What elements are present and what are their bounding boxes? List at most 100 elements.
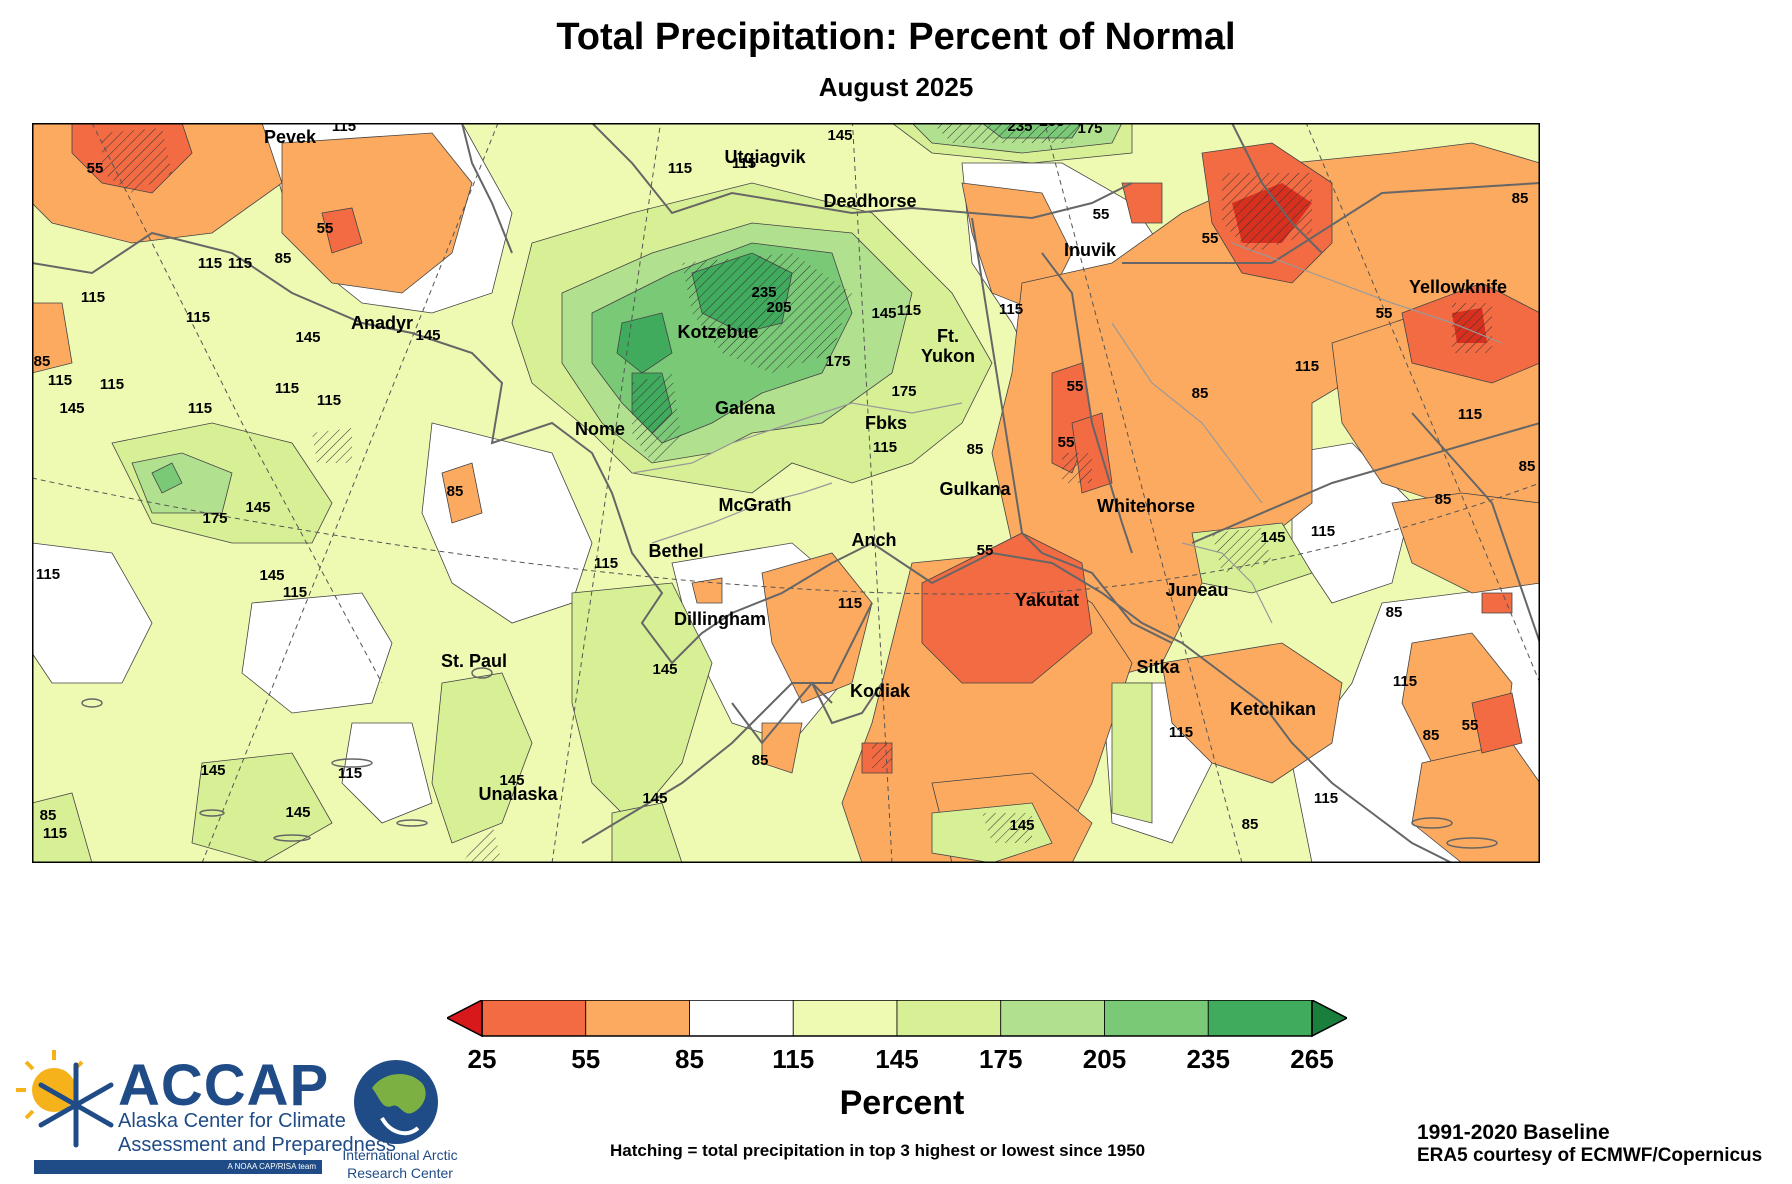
city-label: Juneau [1165, 580, 1228, 600]
contour-label: 115 [332, 123, 356, 135]
hatching-footnote: Hatching = total precipitation in top 3 … [610, 1141, 1146, 1160]
city-label: Yellowknife [1409, 277, 1507, 297]
city-label: Gulkana [939, 479, 1011, 499]
city-label: Galena [715, 398, 776, 418]
city-label: Inuvik [1064, 240, 1117, 260]
contour-label: 85 [1512, 190, 1529, 207]
contour-label: 85 [447, 483, 464, 500]
colorbar-bin [689, 1000, 794, 1037]
colorbar-under-arrow [447, 1000, 483, 1038]
city-label: St. Paul [441, 651, 507, 671]
contour-label: 145 [827, 127, 852, 144]
contour-label: 235 [751, 284, 776, 301]
colorbar-bins [481, 1000, 1313, 1037]
accap-logo-icon [16, 1050, 114, 1148]
colorbar-over-arrow [1311, 1000, 1347, 1038]
contour-label: 115 [873, 439, 897, 456]
contour-label: 55 [1058, 434, 1075, 451]
contour-label: 145 [285, 804, 310, 821]
colorbar-bin [1000, 1000, 1105, 1037]
colorbar-tick-label: 85 [675, 1044, 704, 1074]
contour-label: 85 [275, 250, 292, 267]
contour-label: 55 [977, 542, 994, 559]
city-label: McGrath [718, 495, 791, 515]
contour-label: 115 [594, 555, 618, 572]
coastlines [32, 123, 1453, 863]
contour-label: 205 [766, 299, 791, 316]
source-note: ERA5 courtesy of ECMWF/Copernicus [1417, 1145, 1763, 1166]
contour-label: 85 [1423, 727, 1440, 744]
contour-label: 115 [48, 372, 72, 389]
colorbar-bin [792, 1000, 898, 1037]
contour-label: 115 [1314, 790, 1338, 807]
record-hatching [102, 123, 1492, 863]
contour-label: 55 [1202, 230, 1219, 247]
contour-label: 85 [1386, 604, 1403, 621]
city-label: Fbks [865, 413, 907, 433]
accap-name: ACCAP [118, 1053, 330, 1118]
colorbar-tick-label: 235 [1187, 1044, 1230, 1074]
iarc-globe-icon [354, 1060, 438, 1144]
contour-label: 175 [891, 383, 916, 400]
contour-label: 85 [34, 353, 51, 370]
contour-labels: 1155514511511523520517555851151155555851… [34, 123, 1536, 842]
contour-label: 55 [1093, 206, 1110, 223]
colorbar-tick-label: 115 [772, 1044, 814, 1074]
map-subtitle: August 2025 [818, 72, 974, 102]
city-label: Ft. [937, 326, 959, 346]
colorbar-bin [1207, 1000, 1313, 1037]
colorbar-tick-label: 205 [1083, 1044, 1126, 1074]
contour-label: 115 [283, 584, 307, 601]
contour-label: 175 [1077, 123, 1102, 137]
contour-label: 145 [1260, 529, 1285, 546]
contour-label: 115 [81, 289, 105, 306]
graticule [32, 123, 1540, 863]
contour-label: 115 [838, 595, 862, 612]
contour-label: 145 [642, 790, 667, 807]
colorbar-tick-label: 175 [979, 1044, 1022, 1074]
contour-label: 55 [1067, 378, 1084, 395]
contour-label: 115 [228, 255, 252, 272]
contour-label: 85 [752, 752, 769, 769]
contour-label: 145 [295, 329, 320, 346]
contour-label: 115 [668, 160, 692, 177]
colorbar-ticks: 25 55 85 115 145 175 205 235 265 [468, 1044, 1334, 1074]
borders [971, 123, 1540, 644]
contour-label: 85 [40, 807, 57, 824]
city-label: Unalaska [478, 784, 558, 804]
city-labels: Pevek Utqiagvik Deadhorse Inuvik Yellowknife… [264, 127, 1507, 804]
contour-label: 145 [652, 661, 677, 678]
map-title: Total Precipitation: Percent of Normal [556, 16, 1236, 58]
contour-label: 205 [1039, 123, 1064, 130]
contour-label: 175 [202, 510, 227, 527]
precipitation-map: 1155514511511523520517555851151155555851… [32, 123, 1540, 863]
contour-label: 115 [1458, 406, 1482, 423]
colorbar-bin [896, 1000, 1002, 1037]
contour-label: 235 [1007, 123, 1032, 135]
city-label: Utqiagvik [724, 147, 806, 167]
contour-label: 85 [1519, 458, 1536, 475]
islands [81, 667, 1498, 849]
accap-bar: A NOAA CAP/RISA team [34, 1160, 322, 1174]
contour-label: 115 [1393, 673, 1417, 690]
colorbar-bin [481, 1000, 587, 1037]
city-label: Dillingham [674, 609, 766, 629]
contour-label: 175 [825, 353, 850, 370]
contour-label: 115 [897, 302, 921, 319]
contour-label: 115 [198, 255, 222, 272]
contour-label: 145 [871, 305, 896, 322]
iarc-line1: International Arctic [342, 1147, 458, 1163]
contour-label: 115 [1169, 724, 1193, 741]
contour-label: 115 [36, 566, 60, 583]
contour-label: 115 [999, 301, 1023, 318]
contour-label: 85 [1242, 816, 1259, 833]
contour-label: 115 [275, 380, 299, 397]
contour-label: 145 [59, 400, 84, 417]
city-label: Bethel [648, 541, 703, 561]
contour-label: 115 [1295, 358, 1319, 375]
contour-label: 115 [732, 155, 756, 172]
city-label: Yakutat [1015, 590, 1079, 610]
contour-label: 55 [317, 220, 334, 237]
city-label: Deadhorse [823, 191, 916, 211]
accap-line2: Assessment and Preparedness [118, 1134, 396, 1156]
